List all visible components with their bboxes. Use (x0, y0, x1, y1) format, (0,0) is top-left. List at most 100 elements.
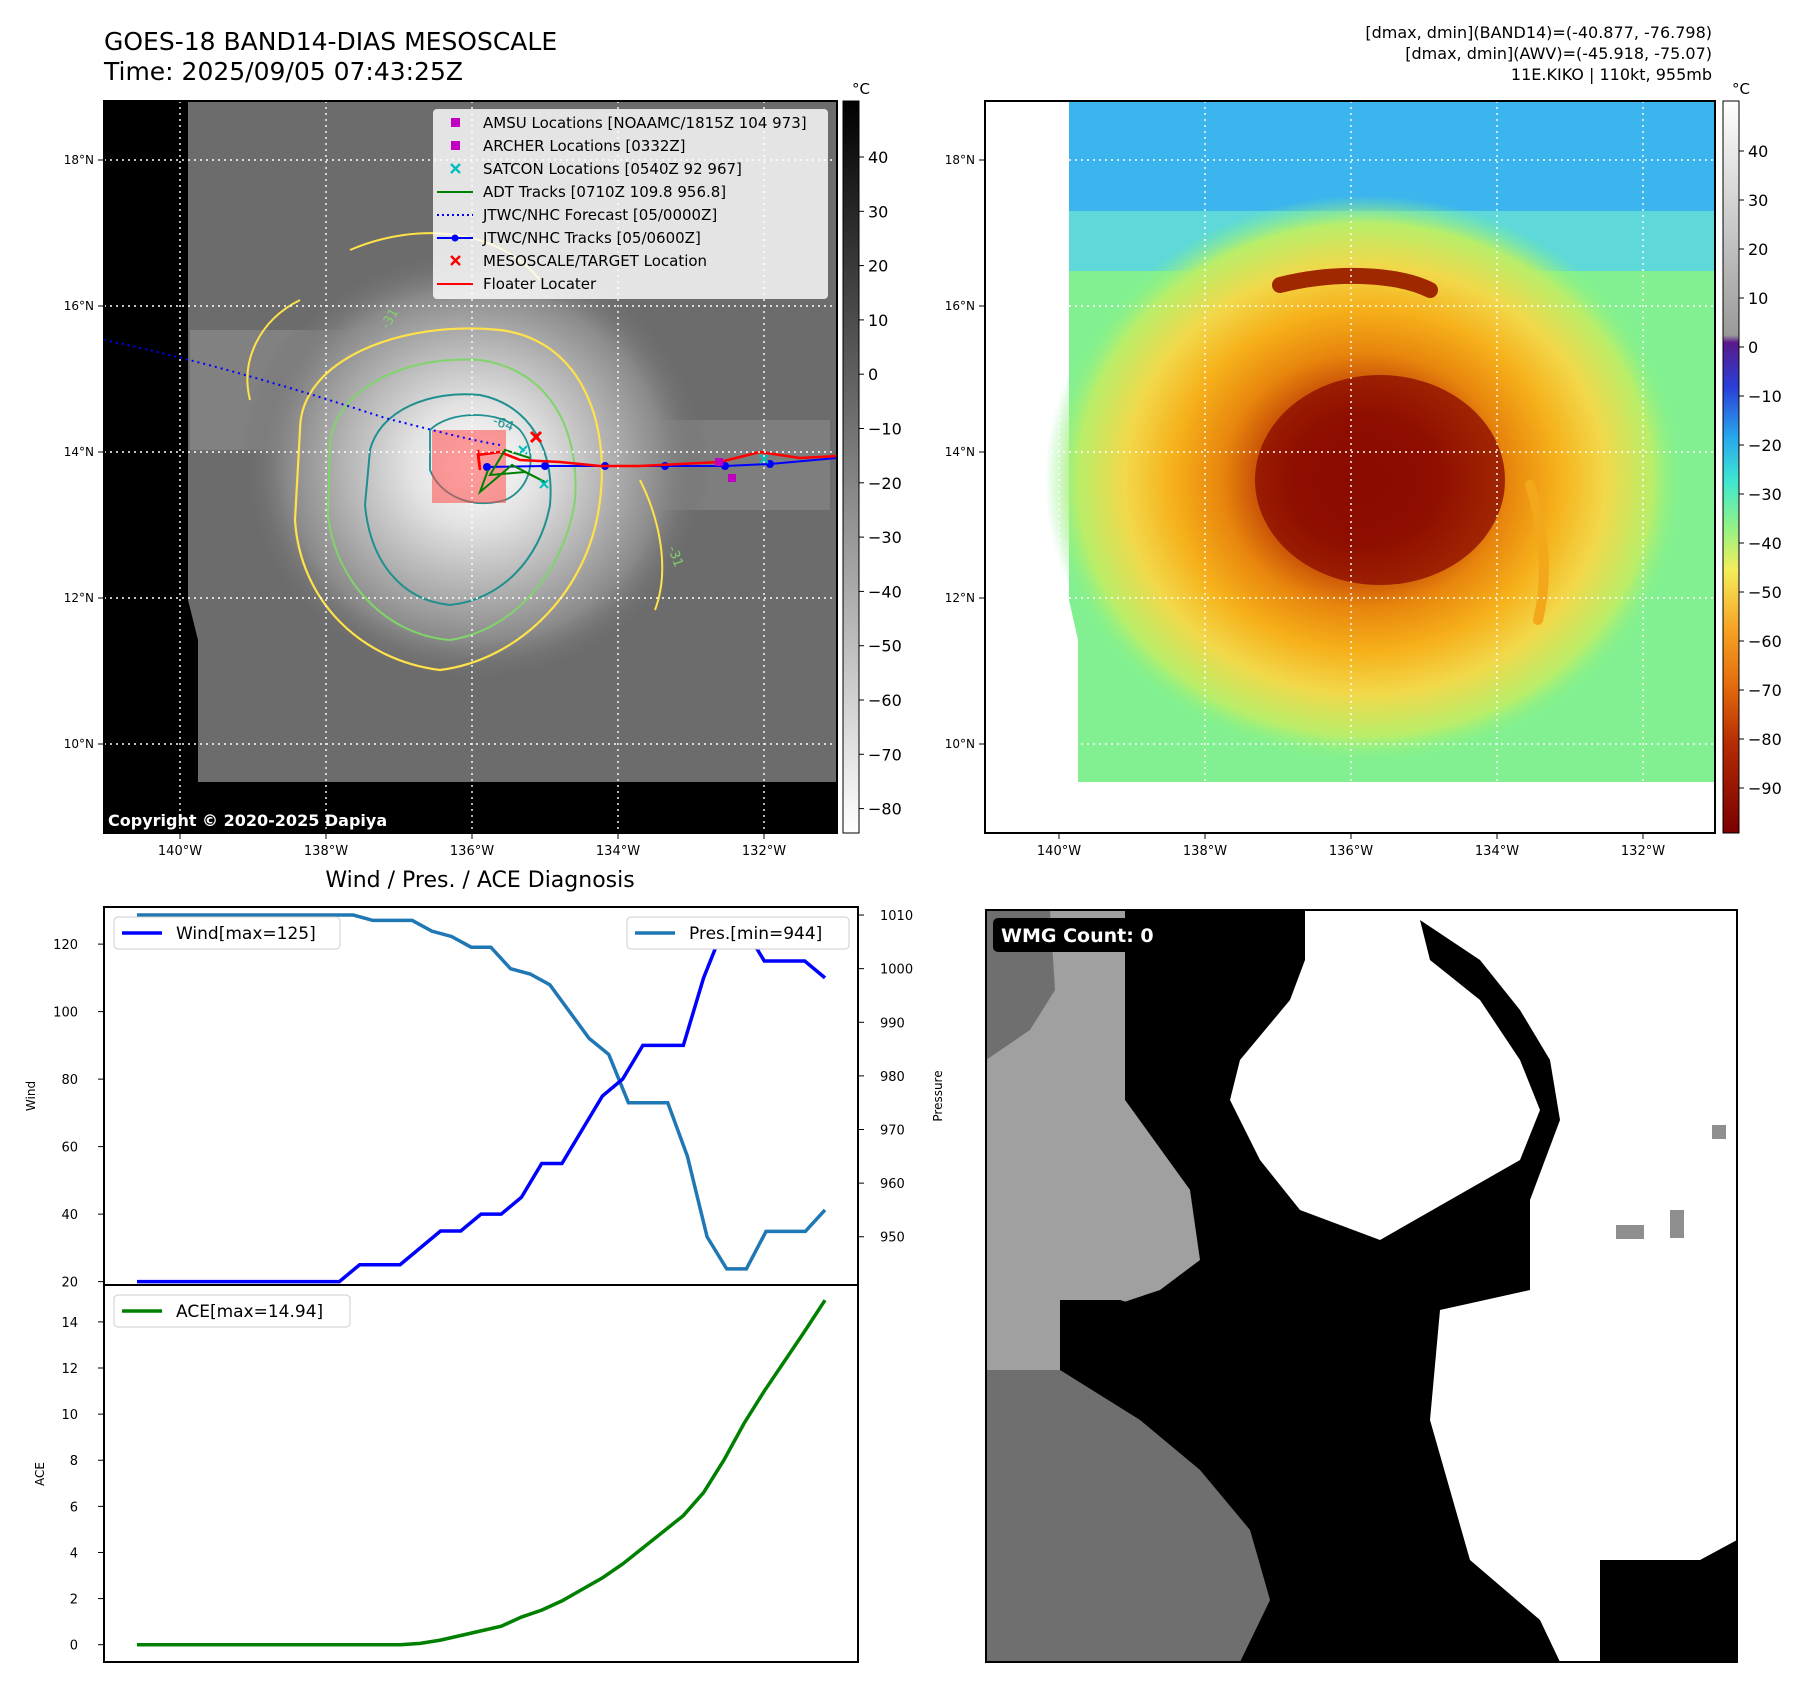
wind-plot-frame (103, 906, 859, 1286)
lon-label: 134°W (596, 844, 640, 859)
lon-label: 136°W (450, 844, 494, 859)
colorbar-tick-label: −40 (1748, 534, 1782, 553)
map2-frame (984, 100, 1716, 834)
lat-label: 14°N (64, 445, 94, 459)
ace-ytick-label: 8 (70, 1454, 78, 1469)
ace-ytick-label: 2 (70, 1593, 78, 1608)
lat-label: 18°N (945, 153, 975, 167)
colorbar-tick-label: 20 (1748, 240, 1768, 259)
color-spiral-east (1525, 480, 1549, 625)
wmg-speck-3 (1670, 1210, 1684, 1238)
colorbar-tick-label: −90 (1748, 779, 1782, 798)
ace-ytick-label: 12 (61, 1362, 78, 1377)
wmg-count-label: WMG Count: 0 (1001, 925, 1154, 947)
map1-legend-box (433, 109, 828, 299)
gray-colorbar-ticks: 40 30 20 10 0 −10 −20 −30 −40 −50 −60 −70 −80 (859, 148, 902, 819)
legend-label: SATCON Locations [0540Z 92 967] (483, 160, 742, 178)
colorbar-tick-label: −70 (1748, 681, 1782, 700)
wind-axis-label: Wind (24, 1081, 38, 1111)
pressure-ytick-label: 960 (880, 1177, 905, 1192)
legend-label: JTWC/NHC Tracks [05/0600Z] (482, 229, 701, 247)
pressure-axis-label: Pressure (931, 1070, 945, 1121)
legend-square-marker (451, 141, 460, 150)
legend-entry: AMSU Locations [NOAAMC/1815Z 104 973] (451, 114, 807, 132)
colorbar-tick-label: 40 (1748, 142, 1768, 161)
lon-label: 132°W (742, 844, 786, 859)
ace-chart: 0 2 4 6 8 10 12 14 ACE ACE[max=14.94] (33, 1284, 859, 1663)
pressure-legend-label: Pres.[min=944] (689, 924, 822, 944)
legend-entry: Floater Locater (437, 275, 597, 293)
wind-ytick-label: 100 (53, 1006, 78, 1021)
legend-label: JTWC/NHC Forecast [05/0000Z] (482, 206, 717, 224)
gray-colorbar-unit: °C (852, 80, 870, 98)
ace-axis-label: ACE (33, 1462, 47, 1486)
forecast-track (104, 339, 501, 446)
ir-map-panel: -64 -31 -31 AMSU Locations [NOAAMC/1815Z… (104, 101, 837, 833)
legend-x-marker (450, 163, 461, 174)
wind-ytick-label: 40 (61, 1208, 78, 1223)
colorbar-tick-label: 10 (868, 311, 888, 330)
ace-legend-label: ACE[max=14.94] (176, 1302, 323, 1322)
colorbar-tick-label: 30 (1748, 191, 1768, 210)
map1-frame (103, 100, 838, 834)
color-colorbar-unit: °C (1732, 80, 1750, 98)
wmg-speck-2 (1616, 1225, 1644, 1239)
colorbar-tick-label: 40 (868, 148, 888, 167)
figure-title-line2: Time: 2025/09/05 07:43:25Z (103, 57, 463, 86)
pressure-line (137, 913, 827, 1271)
ace-ytick-label: 0 (70, 1639, 78, 1654)
lat-label: 14°N (945, 445, 975, 459)
contour-teal-outer (363, 393, 552, 607)
lat-label: 12°N (64, 591, 94, 605)
adt-track (477, 448, 546, 496)
pressure-ytick-label: 1000 (880, 963, 913, 978)
wind-pressure-chart: 20 40 60 80 100 120 950 960 970 980 990 1000 1010 Win… (24, 906, 945, 1291)
colorbar-tick-label: −10 (1748, 387, 1782, 406)
wind-line (137, 925, 827, 1284)
ace-ytick-label: 4 (70, 1546, 78, 1561)
legend-entry: JTWC/NHC Tracks [05/0600Z] (437, 229, 701, 247)
colorbar-tick-label: −60 (1748, 632, 1782, 651)
info-line3: 11E.KIKO | 110kt, 955mb (1511, 65, 1712, 84)
contour-label-3: -31 (664, 544, 685, 569)
contour-green (326, 358, 577, 642)
ace-ytick-label: 14 (61, 1316, 78, 1331)
legend-entry: JTWC/NHC Forecast [05/0000Z] (437, 206, 717, 224)
lat-label: 16°N (945, 299, 975, 313)
pressure-ytick-label: 990 (880, 1016, 905, 1031)
contour-yellow (293, 327, 603, 672)
color-colorbar-ticks: 40 30 20 10 0 −10 −20 −30 −40 −50 −60 −70 −80 −90 (1739, 142, 1782, 798)
colorbar-tick-label: −70 (868, 745, 902, 764)
pressure-legend-box (626, 916, 850, 950)
ace-line (137, 1299, 827, 1647)
legend-entry: MESOSCALE/TARGET Location (450, 252, 707, 270)
amsu-point (728, 474, 736, 482)
colorbar-tick-label: −60 (868, 691, 902, 710)
target-marker (529, 430, 543, 444)
pressure-ytick-label: 950 (880, 1231, 905, 1246)
legend-entry: SATCON Locations [0540Z 92 967] (450, 160, 742, 178)
color-colorbar (1722, 100, 1740, 834)
lon-label: 132°W (1621, 844, 1665, 859)
colorbar-tick-label: −80 (868, 800, 902, 819)
legend-label: Floater Locater (483, 275, 597, 293)
lon-label: 136°W (1329, 844, 1373, 859)
colorbar-tick-label: −50 (868, 637, 902, 656)
lat-label: 16°N (64, 299, 94, 313)
wmg-region-white-hole (1240, 1030, 1490, 1170)
colorbar-tick-label: −20 (868, 474, 902, 493)
ace-ytick-label: 6 (70, 1500, 78, 1515)
color-map-panel (985, 101, 1715, 833)
colorbar-tick-label: 20 (868, 257, 888, 276)
colorbar-tick-label: −50 (1748, 583, 1782, 602)
ace-plot-frame (103, 1284, 859, 1663)
colorbar-tick-label: −10 (868, 420, 902, 439)
colorbar-tick-label: −30 (1748, 485, 1782, 504)
wmg-speck-1 (1712, 1125, 1726, 1139)
legend-label: ADT Tracks [0710Z 109.8 956.8] (483, 183, 726, 201)
ace-legend-box (113, 1294, 351, 1328)
contour-label-1: -64 (491, 414, 516, 435)
gray-colorbar (842, 100, 860, 834)
